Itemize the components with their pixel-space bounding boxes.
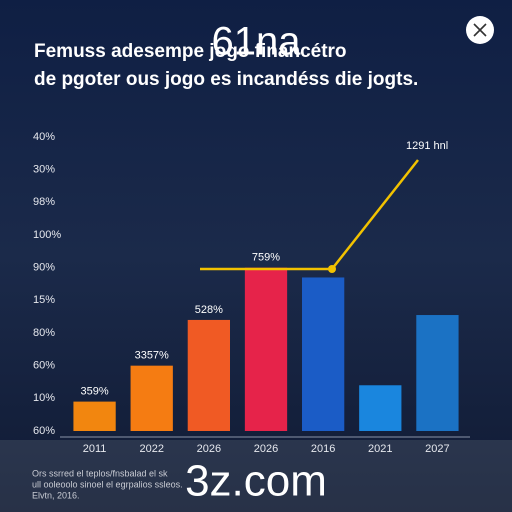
watermark: 3z.com (185, 457, 327, 506)
bar (359, 385, 402, 431)
footnote: Elvtn, 2016. (32, 490, 80, 500)
data-label: 759% (252, 252, 280, 264)
y-tick-label: 15% (33, 294, 55, 306)
y-tick-label: 100% (33, 229, 61, 241)
x-tick-label: 2026 (197, 443, 221, 455)
y-tick-label: 60% (33, 425, 55, 437)
x-tick-label: 2022 (139, 443, 163, 455)
y-tick-label: 98% (33, 196, 55, 208)
y-tick-label: 80% (33, 327, 55, 339)
bar (416, 315, 459, 431)
bar (302, 277, 345, 431)
data-label: 528% (195, 304, 223, 316)
y-tick-label: 30% (33, 164, 55, 176)
close-icon (473, 23, 487, 37)
bar (73, 401, 116, 431)
y-tick-label: 10% (33, 392, 55, 404)
y-tick-label: 90% (33, 262, 55, 274)
y-tick-label: 40% (33, 131, 55, 143)
bar (130, 365, 173, 431)
line-label: 1291 hnl (406, 140, 448, 152)
watermark: 61na (212, 20, 302, 64)
x-tick-label: 2011 (83, 443, 107, 455)
footnote: ull ooleoolo sinoel el egrpalios ssleos. (32, 479, 183, 489)
x-tick-label: 2027 (425, 443, 449, 455)
y-tick-label: 60% (33, 360, 55, 372)
bar (244, 267, 288, 431)
data-label: 3357% (135, 350, 169, 362)
x-tick-label: 2016 (311, 443, 335, 455)
data-label: 359% (81, 386, 109, 398)
chart-subtitle: de pgoter ous jogo es incandéss die jogt… (34, 69, 418, 90)
footer-band (0, 440, 512, 512)
chart-title: Femuss adesempe jogo financétro (34, 41, 347, 62)
bar (187, 319, 230, 431)
trend-point (328, 265, 336, 273)
x-tick-label: 2026 (254, 443, 278, 455)
x-tick-label: 2021 (368, 443, 392, 455)
footnote: Ors ssrred el teplos/fnsbalad el sk (32, 468, 168, 478)
